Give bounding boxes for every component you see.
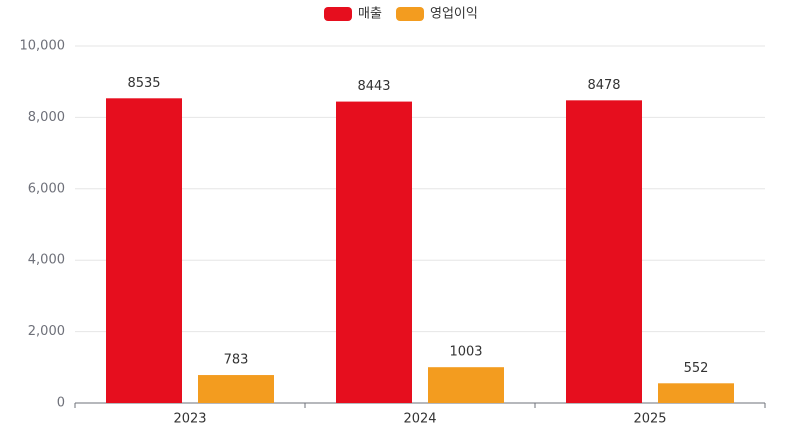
y-tick-label: 6,000 <box>28 181 65 196</box>
legend-swatch <box>396 7 424 21</box>
y-tick-label: 2,000 <box>28 324 65 339</box>
y-tick-label: 10,000 <box>20 39 66 54</box>
bar <box>428 367 504 403</box>
value-label: 8535 <box>127 76 160 91</box>
bar <box>336 101 412 403</box>
y-tick-label: 0 <box>57 396 65 411</box>
value-label: 783 <box>224 353 249 368</box>
bar <box>106 98 182 403</box>
x-tick-label: 2024 <box>403 412 436 427</box>
y-tick-label: 4,000 <box>28 253 65 268</box>
value-label: 552 <box>684 361 709 376</box>
y-tick-label: 8,000 <box>28 110 65 125</box>
x-tick-label: 2025 <box>633 412 666 427</box>
bar <box>658 383 734 403</box>
value-label: 1003 <box>449 345 482 360</box>
legend-label: 영업이익 <box>430 7 478 22</box>
legend-swatch <box>324 7 352 21</box>
legend-label: 매출 <box>358 7 382 22</box>
bar <box>198 375 274 403</box>
x-tick-label: 2023 <box>173 412 206 427</box>
value-label: 8478 <box>587 78 620 93</box>
value-label: 8443 <box>357 79 390 94</box>
bar <box>566 100 642 404</box>
